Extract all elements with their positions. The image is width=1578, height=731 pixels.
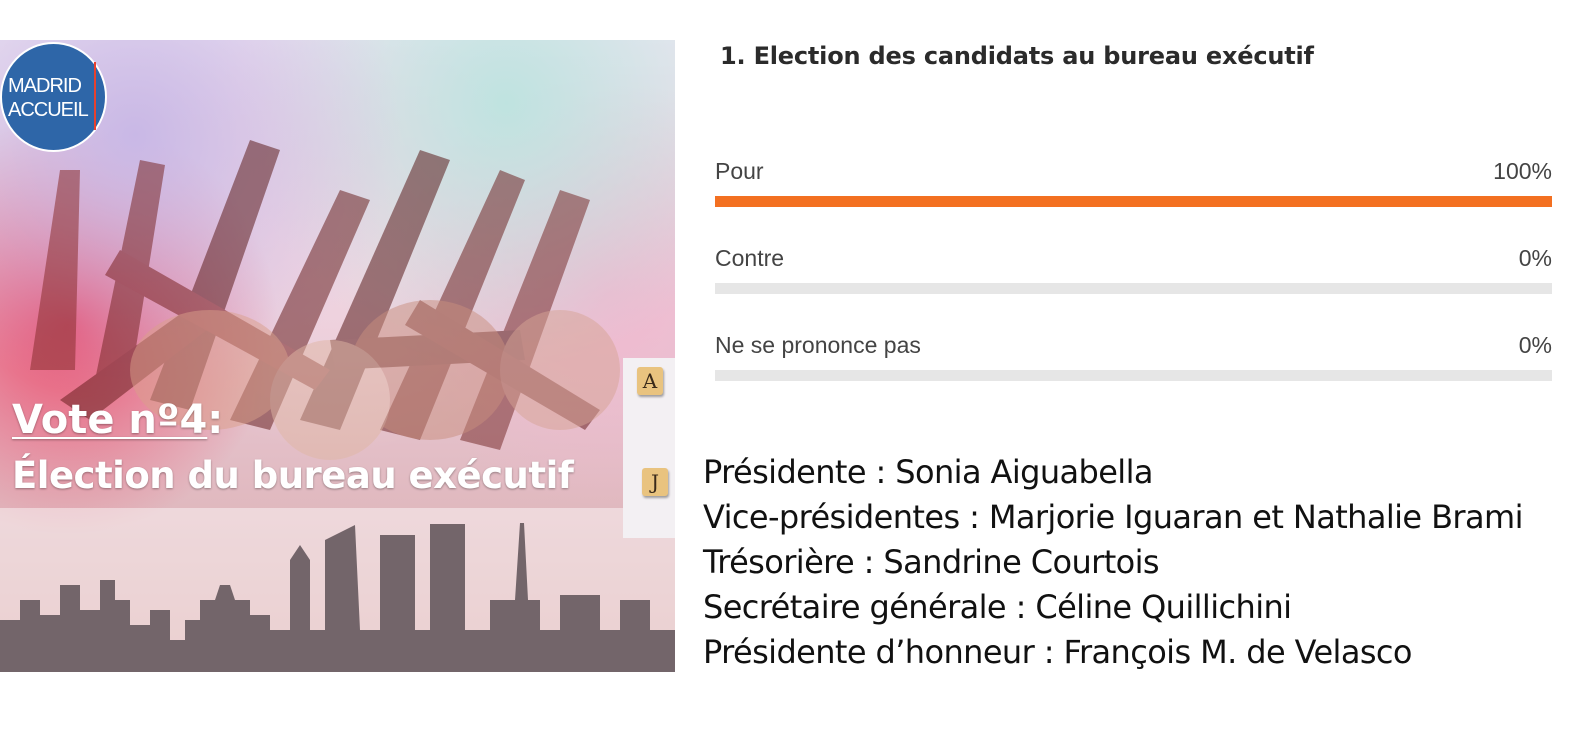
option-bar-track [715,370,1552,381]
madrid-accueil-logo: MADRID ACCUEIL [0,42,107,152]
result-presidente-honneur: Présidente d’honneur : François M. de Ve… [703,633,1412,671]
option-bar-track [715,196,1552,207]
option-label: Ne se prononce pas [715,332,921,358]
letter-tile-j: J [642,468,668,496]
vote-banner-image: MADRID ACCUEIL A J Vote nº4: Élection du… [0,40,675,672]
option-bar-track [715,283,1552,294]
option-label: Pour [715,158,764,184]
raised-hands-illustration [0,140,675,672]
vote-heading: Vote nº4: Élection du bureau exécutif [12,392,574,504]
logo-line-2: ACCUEIL [8,99,89,121]
option-percent: 0% [1518,245,1552,271]
option-bar-fill [715,196,1552,207]
result-vice-presidentes: Vice-présidentes : Marjorie Iguaran et N… [703,498,1523,536]
logo-accent-bar [94,62,96,130]
elected-members-list: Présidente : Sonia Aiguabella Vice-prési… [703,450,1523,675]
result-presidente: Présidente : Sonia Aiguabella [703,453,1154,491]
logo-text: MADRID ACCUEIL [8,74,104,122]
result-secretaire-generale: Secrétaire générale : Céline Quillichini [703,588,1292,626]
vote-number: Vote nº4: [12,397,224,443]
option-percent: 0% [1518,332,1552,358]
option-label: Contre [715,245,785,271]
logo-line-1: MADRID [8,75,82,97]
vote-subtitle: Élection du bureau exécutif [12,454,574,497]
option-percent: 100% [1493,158,1552,184]
letter-tile-a: A [637,367,663,395]
result-tresoriere: Trésorière : Sandrine Courtois [703,543,1160,581]
poll-title: 1. Election des candidats au bureau exéc… [720,42,1314,70]
